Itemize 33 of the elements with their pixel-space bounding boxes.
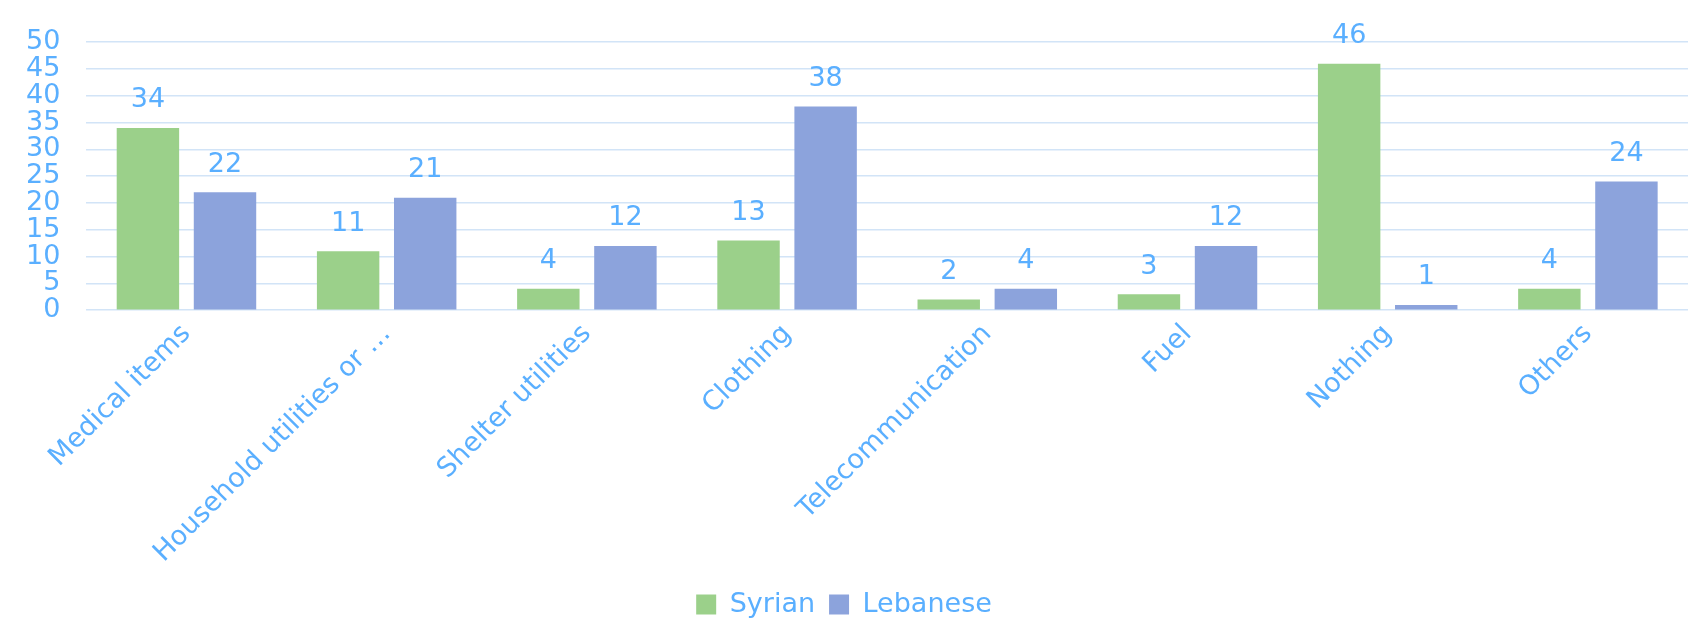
data-label: 12 bbox=[1208, 200, 1244, 232]
bar bbox=[994, 288, 1058, 310]
bar bbox=[1117, 294, 1181, 310]
data-label: 4 bbox=[1540, 243, 1558, 275]
data-label: 1 bbox=[1417, 259, 1435, 291]
legend-label: Syrian bbox=[729, 586, 816, 618]
bar bbox=[1317, 63, 1381, 310]
bar bbox=[1518, 288, 1581, 310]
bar bbox=[193, 192, 257, 310]
data-label: 12 bbox=[608, 200, 643, 232]
data-label: 34 bbox=[130, 82, 166, 114]
data-label: 46 bbox=[1331, 18, 1367, 50]
bar bbox=[517, 288, 580, 310]
data-label: 3 bbox=[1140, 248, 1158, 280]
bar bbox=[116, 127, 180, 310]
data-label: 2 bbox=[940, 254, 958, 286]
data-label: 22 bbox=[207, 146, 243, 178]
legend-label: Lebanese bbox=[862, 586, 992, 618]
bar bbox=[594, 245, 657, 310]
data-label: 11 bbox=[330, 205, 366, 237]
data-label: 4 bbox=[1017, 243, 1035, 275]
bar bbox=[316, 251, 380, 310]
data-label: 13 bbox=[731, 195, 766, 227]
data-label: 24 bbox=[1609, 136, 1644, 168]
bar bbox=[1595, 181, 1658, 310]
bar bbox=[1194, 245, 1258, 310]
bar bbox=[917, 299, 980, 310]
bar bbox=[717, 240, 780, 310]
data-label: 4 bbox=[539, 243, 557, 275]
bar bbox=[794, 106, 857, 310]
data-label: 38 bbox=[808, 61, 843, 93]
data-label: 21 bbox=[408, 152, 443, 184]
bar bbox=[393, 197, 457, 310]
